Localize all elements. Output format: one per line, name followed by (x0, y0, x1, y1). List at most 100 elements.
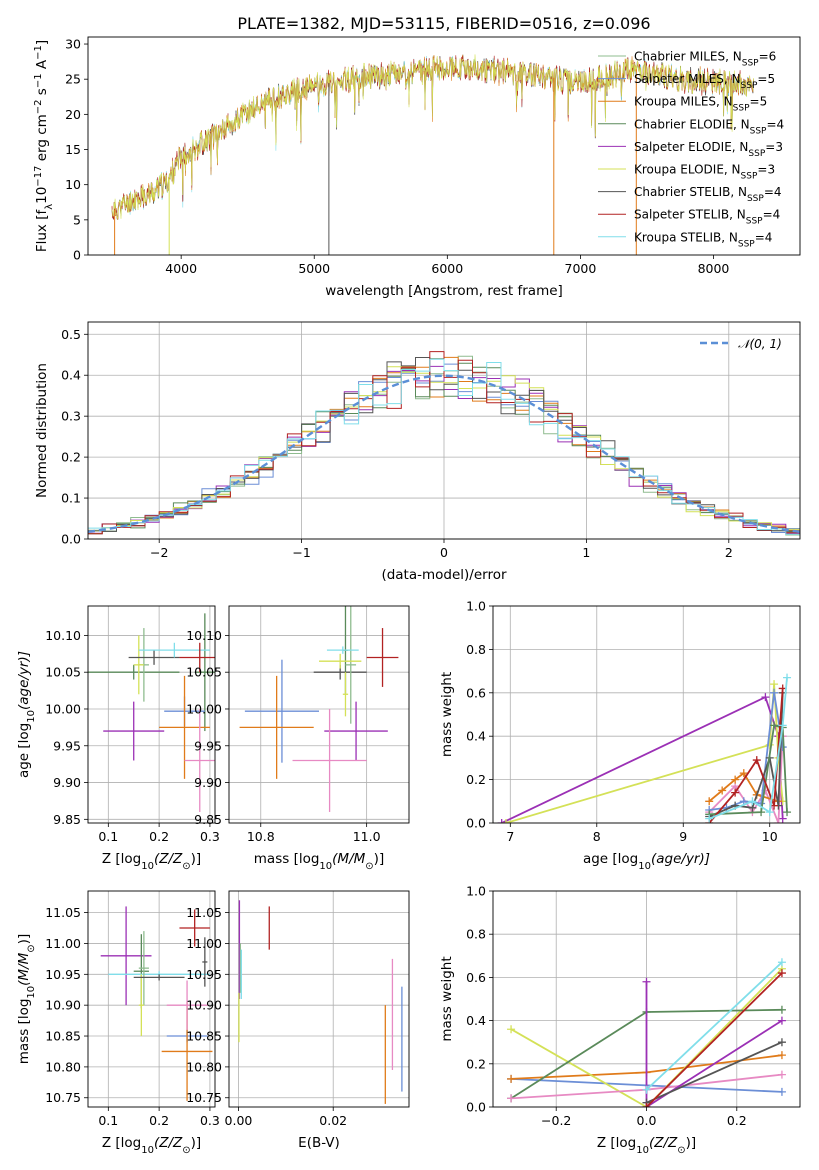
data-point (179, 642, 215, 673)
y-tick-label: 11.00 (45, 936, 81, 951)
y-tick-label: 0.2 (466, 1056, 486, 1071)
x-tick-label: 0 (440, 545, 448, 560)
weight-marker (783, 808, 792, 817)
weight-series (510, 968, 783, 1107)
y-tick-label: 10.95 (45, 967, 81, 982)
x-tick-label: 2 (725, 545, 733, 560)
data-point (184, 708, 215, 812)
x-axis-label: (data-model)/error (381, 567, 507, 583)
legend-label: Kroupa MILES, NSSP=5 (634, 95, 767, 114)
data-point (138, 974, 144, 1037)
weight-marker (507, 1025, 516, 1034)
residual-histogram (88, 357, 800, 535)
weight-marker (731, 775, 740, 784)
weight-marker (739, 769, 748, 778)
weight-marker (777, 1087, 786, 1096)
legend-label: Salpeter STELIB, NSSP=4 (634, 208, 780, 227)
axes-frame (87, 321, 801, 540)
axes-frame (87, 890, 216, 1108)
data-point (319, 653, 362, 669)
weight-series (645, 981, 783, 1107)
x-tick-label: 8000 (698, 261, 730, 276)
y-tick-label: 9.85 (194, 812, 222, 827)
weight-marker (718, 786, 727, 795)
age_vs_z-panel: 0.1 0.2 0.3 9.85 9.90 9.95 10.00 10.05 10.10 Z [l… (16, 605, 220, 872)
x-tick-label: 10.8 (247, 829, 275, 844)
data-point (128, 650, 180, 665)
data-point (88, 664, 180, 680)
data-point (159, 675, 210, 779)
data-point (244, 659, 319, 763)
legend-label: Kroupa ELODIE, NSSP=3 (634, 163, 775, 182)
y-tick-label: 10.85 (45, 1029, 81, 1044)
axes-frame (492, 890, 801, 1108)
weight-marker (778, 721, 787, 730)
weight-marker (705, 814, 714, 823)
weight-marker (497, 819, 506, 823)
weight-marker (642, 977, 651, 986)
gaussian-curve (88, 374, 800, 533)
x-tick-label: 0.02 (319, 1113, 347, 1128)
y-axis-label: Flux [fλ10−17 erg cm−2 s−1 A−1] (33, 40, 55, 252)
y-tick-label: 10.95 (186, 967, 222, 982)
legend-label: Chabrier MILES, NSSP=6 (634, 50, 776, 69)
y-tick-label: 30 (65, 37, 81, 52)
x-tick-label: 7 (506, 829, 514, 844)
weight-marker (777, 1005, 786, 1014)
x-tick-label: 1 (582, 545, 590, 560)
x-tick-label: 0.0 (637, 1113, 657, 1128)
data-point (100, 906, 152, 1006)
y-axis-label: Normed distribution (34, 363, 50, 498)
y-axis-label: mass weight (439, 672, 455, 757)
y-tick-label: 15 (65, 142, 81, 157)
data-point (138, 931, 149, 1006)
y-axis-label: mass weight (439, 956, 455, 1041)
y-tick-label: 0.4 (466, 1013, 486, 1028)
legend-label: Chabrier STELIB, NSSP=4 (634, 185, 782, 204)
weight-marker (765, 808, 774, 817)
y-tick-label: 0.8 (466, 642, 486, 657)
y-tick-label: 11.05 (186, 905, 222, 920)
axes-frame (492, 605, 801, 824)
legend-label: Salpeter MILES, NSSP=5 (634, 72, 775, 91)
weight_vs_age-panel: 7 8 9 10 0.0 0.2 0.4 0.6 0.8 1.0 age [log10(age/yr… (439, 599, 801, 872)
x-tick-label: 0.3 (200, 1113, 220, 1128)
x-tick-label: 0.1 (98, 1113, 118, 1128)
data-point (103, 701, 165, 761)
x-tick-label: 0.2 (727, 1113, 747, 1128)
weight-series (708, 736, 784, 823)
weight-series (708, 771, 779, 803)
y-axis-label: mass [log10(M/M⊙)] (16, 934, 37, 1064)
mass_vs_ebv-panel: 0.00 0.02 10.75 10.80 10.85 10.90 10.95 11.00 11… (186, 890, 410, 1151)
weight-marker (757, 808, 766, 817)
weight-marker (770, 721, 779, 730)
y-tick-label: 10.90 (186, 998, 222, 1013)
residual-histogram (88, 358, 800, 535)
y-tick-label: 0 (73, 248, 81, 263)
legend-label: Salpeter ELODIE, NSSP=3 (634, 140, 783, 159)
weight-marker (774, 819, 783, 823)
y-tick-label: 1.0 (466, 884, 486, 899)
weight-marker (770, 688, 779, 697)
legend-label: Chabrier ELODIE, NSSP=4 (634, 117, 784, 136)
spectrum-line (111, 54, 754, 220)
data-point (292, 708, 367, 812)
y-tick-label: 0.6 (466, 685, 486, 700)
y-tick-label: 0.4 (466, 729, 486, 744)
data-point (342, 672, 349, 717)
x-tick-label: 4000 (165, 261, 197, 276)
x-tick-label: 5000 (298, 261, 330, 276)
weight-marker (770, 680, 779, 689)
mass_vs_z-panel: 0.1 0.2 0.3 10.75 10.80 10.85 10.90 10.95 11.00 1… (16, 890, 220, 1156)
y-tick-label: 10.75 (186, 1090, 222, 1105)
x-axis-label: Z [log10(Z/Z⊙)] (102, 851, 201, 872)
y-tick-label: 10.05 (45, 665, 81, 680)
data-point (324, 701, 388, 761)
weight-marker (507, 1074, 516, 1083)
x-axis-label: mass [log10(M/M⊙)] (254, 851, 384, 872)
data-point (202, 937, 208, 987)
weight-series (645, 961, 783, 1091)
legend-label: Kroupa STELIB, NSSP=4 (634, 230, 772, 249)
x-tick-label: 0.1 (98, 829, 118, 844)
figure-title: PLATE=1382, MJD=53115, FIBERID=0516, z=0… (237, 14, 650, 33)
